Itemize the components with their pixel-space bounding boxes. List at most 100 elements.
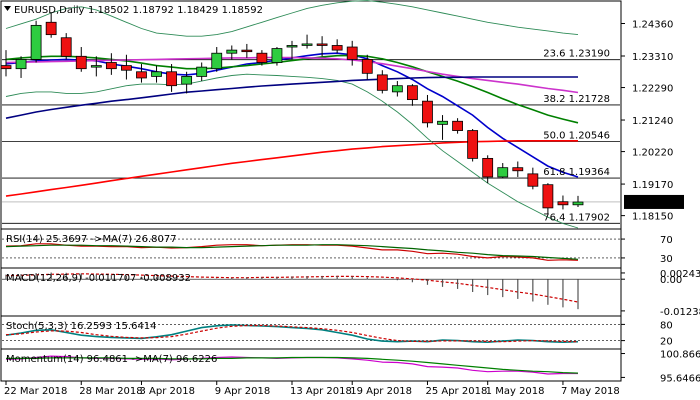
candle-body-down	[361, 58, 373, 74]
bollinger-upper-line	[5, 0, 579, 37]
price-tick-label: 1.18150	[632, 212, 673, 223]
candle	[497, 163, 509, 179]
candle-body-down	[376, 74, 388, 91]
fib-level-label: 38.2 1.21728	[543, 94, 610, 105]
candle	[166, 64, 177, 92]
candle-body-down	[136, 71, 147, 79]
candle	[572, 195, 584, 207]
momentum-line	[6, 356, 579, 374]
candle-body-down	[75, 55, 87, 70]
macd-label: MACD(12,26,9) -0.011707 -0.008932	[6, 273, 191, 284]
stoch-line	[5, 324, 579, 344]
candle	[105, 53, 117, 75]
candle-body-up	[497, 167, 509, 178]
moving-average-line	[5, 140, 578, 197]
candle	[422, 94, 433, 128]
candle	[482, 155, 494, 184]
moving-average-line	[5, 76, 578, 119]
candle	[75, 47, 87, 72]
candle	[437, 115, 448, 140]
candle	[0, 50, 12, 77]
date-tick-label: 25 Apr 2018	[425, 386, 487, 397]
price-tick-label: 1.19170	[632, 180, 673, 191]
candle-body-down	[166, 71, 177, 87]
candle-body-up	[181, 76, 193, 85]
candle	[361, 54, 373, 80]
macd-tick-label: 0.002437	[660, 269, 700, 280]
candle-body-down	[407, 85, 418, 101]
bollinger-lower-line	[5, 73, 579, 229]
fib-level-label: 50.0 1.20546	[543, 131, 610, 142]
candle	[407, 84, 418, 106]
rsi-label: RSI(14) 25.3697 ->MA(7) 26.8077	[6, 234, 177, 245]
candle-body-down	[452, 120, 463, 131]
stoch-tick-label: 20	[660, 337, 673, 348]
candles-layer	[0, 12, 584, 310]
candle-body-up	[271, 48, 283, 63]
price-tick-label: 1.20220	[632, 148, 673, 159]
candle	[286, 40, 298, 60]
rsi-tick-label: 70	[660, 235, 673, 246]
chart-frame	[0, 0, 622, 382]
fib-level-label: 76.4 1.17902	[543, 212, 610, 223]
stoch-tick-label: 80	[660, 320, 673, 331]
candle	[391, 81, 403, 97]
candle	[301, 34, 313, 49]
candle-body-down	[482, 157, 494, 178]
last-price-label: 1.18592	[630, 198, 671, 209]
date-tick-label: 3 Apr 2018	[139, 386, 194, 397]
candle-body-down	[422, 100, 433, 124]
candle-body-up	[391, 85, 403, 93]
candle	[452, 118, 463, 134]
candle-body-up	[286, 45, 298, 48]
candle-body-down	[467, 130, 479, 159]
moving-average-line	[5, 54, 579, 124]
date-tick-label: 13 Apr 2018	[290, 386, 352, 397]
candle	[90, 56, 102, 77]
candle-body-down	[60, 37, 72, 57]
candle-body-up	[30, 24, 42, 60]
rsi-line	[5, 244, 579, 260]
price-tick-label: 1.21240	[632, 116, 673, 127]
momentum-label: Momentum(14) 96.4861 ->MA(7) 96.6226	[6, 354, 217, 365]
candle-body-down	[0, 65, 12, 70]
candle	[542, 183, 554, 215]
candle-body-down	[256, 52, 268, 63]
candle-body-down	[241, 49, 253, 53]
candle	[45, 12, 57, 38]
candle-body-down	[542, 184, 554, 209]
last-price-box	[624, 194, 684, 209]
candle-body-down	[512, 167, 524, 172]
candle	[376, 70, 388, 94]
date-tick-label: 9 Apr 2018	[215, 386, 270, 397]
candle	[226, 45, 238, 60]
candle	[30, 20, 42, 63]
candle	[15, 56, 27, 78]
candle-body-up	[226, 49, 238, 54]
stoch-label: Stoch(5,3,3) 16.2593 15.6414	[6, 321, 157, 332]
candle	[557, 195, 569, 210]
candle	[271, 47, 283, 66]
rsi-tick-label: 30	[660, 254, 673, 265]
candle	[512, 161, 524, 177]
candle-body-up	[301, 43, 313, 46]
candle	[241, 43, 253, 58]
price-tick-label: 1.22290	[632, 84, 673, 95]
candle	[151, 65, 162, 83]
date-tick-label: 1 May 2018	[486, 386, 545, 397]
price-tick-label: 1.24360	[632, 20, 673, 31]
momentum-tick-label: 100.8662	[660, 350, 700, 361]
momentum-tick-label: 95.6466	[660, 373, 700, 384]
macd-tick-label: 0.00	[660, 275, 682, 286]
candle	[121, 54, 132, 80]
candle-body-down	[557, 201, 569, 206]
candle	[316, 36, 328, 57]
candle	[181, 71, 193, 94]
candle	[331, 39, 343, 54]
candle	[60, 33, 72, 60]
candle	[467, 129, 479, 162]
candle-body-up	[211, 52, 223, 70]
symbol-triangle-icon	[4, 6, 11, 11]
